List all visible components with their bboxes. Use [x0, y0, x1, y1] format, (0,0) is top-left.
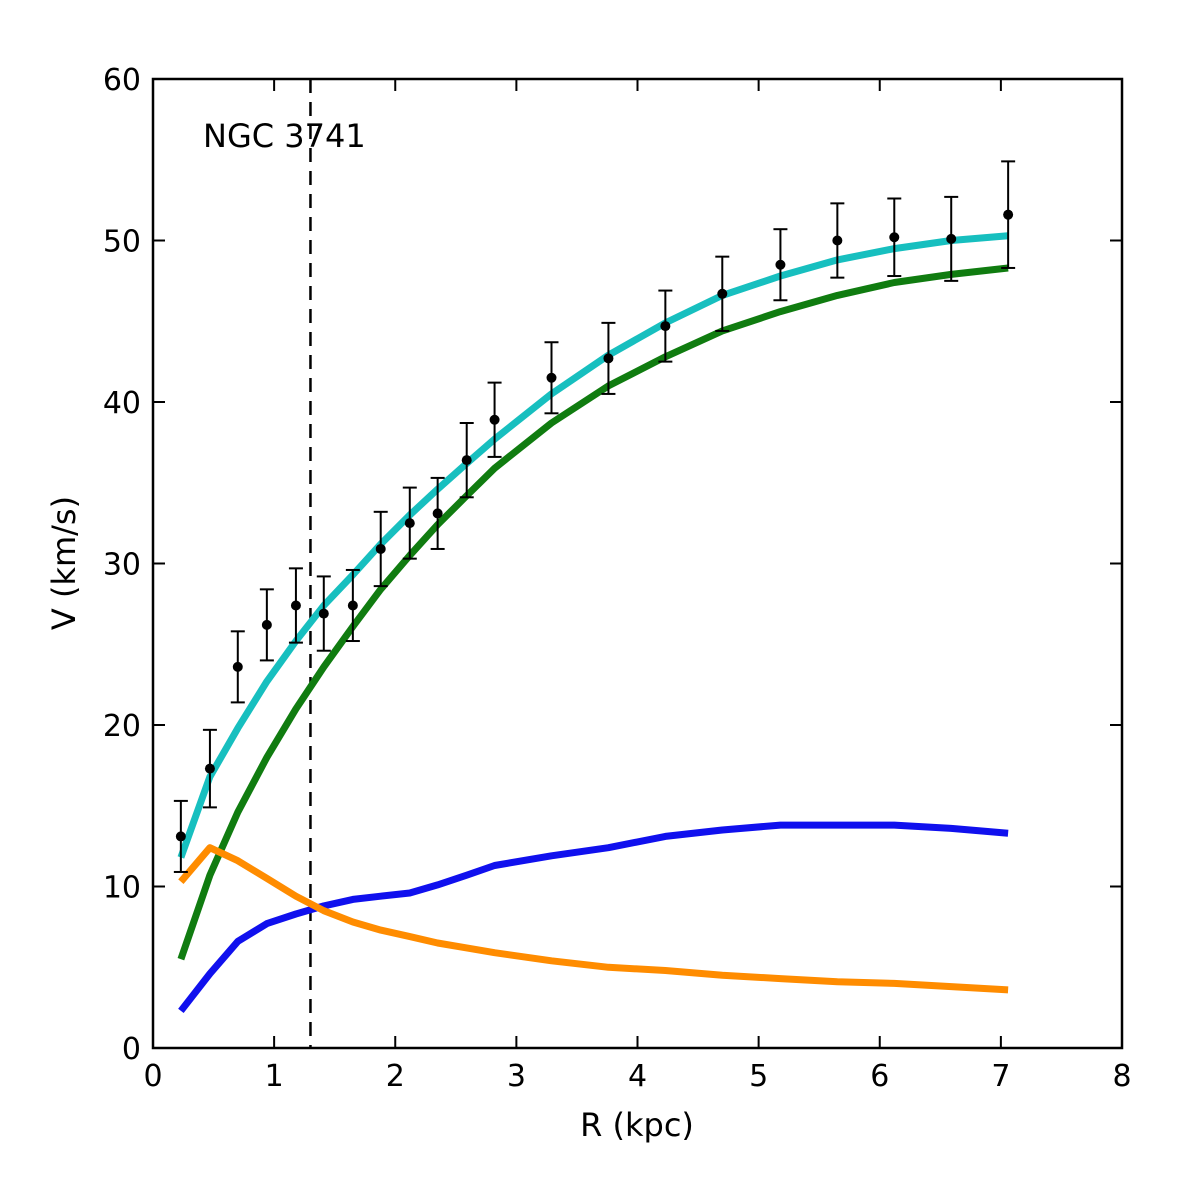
observed-point-12 [544, 341, 559, 415]
data-point-marker [489, 414, 500, 425]
data-point-marker [603, 353, 614, 364]
x-tick-label: 5 [749, 1059, 768, 1094]
observed-point-9 [430, 476, 445, 550]
data-point-marker [318, 608, 329, 619]
observed-point-7 [373, 510, 388, 588]
observed-point-19 [944, 195, 959, 282]
x-tick-label: 6 [870, 1059, 889, 1094]
data-point-marker [461, 455, 472, 466]
x-tick-label: 4 [628, 1059, 647, 1094]
y-tick-label: 10 [103, 871, 141, 906]
x-tick-label: 8 [1112, 1059, 1131, 1094]
x-tick-label: 3 [507, 1059, 526, 1094]
observed-point-13 [601, 321, 616, 395]
observed-point-5 [316, 575, 331, 652]
observed-point-8 [402, 486, 417, 560]
data-point-marker [946, 233, 957, 244]
y-tick-label: 30 [103, 548, 141, 583]
observed-point-4 [288, 567, 303, 644]
data-point-marker [832, 235, 843, 246]
data-point-marker [261, 619, 272, 630]
x-tick-label: 0 [143, 1059, 162, 1094]
data-point-marker [660, 321, 671, 332]
data-point-marker [775, 259, 786, 270]
observed-point-20 [1001, 160, 1016, 269]
observed-point-10 [459, 421, 474, 499]
data-point-marker [175, 831, 186, 842]
data-point-marker [232, 661, 243, 672]
observed-point-16 [773, 228, 788, 302]
observed-point-14 [658, 289, 673, 363]
y-tick-label: 50 [103, 225, 141, 260]
galaxy-name-annotation: NGC 3741 [203, 117, 366, 155]
series-line-gas [178, 821, 1009, 1014]
data-point-marker [1003, 209, 1014, 220]
x-tick-label: 2 [386, 1059, 405, 1094]
observed-point-18 [887, 197, 902, 278]
observed-point-3 [259, 588, 274, 662]
observed-data-layer [173, 160, 1016, 873]
series-line-stars [178, 844, 1009, 994]
y-tick-label: 40 [103, 386, 141, 421]
observed-point-11 [487, 381, 502, 458]
observed-point-2 [230, 630, 245, 704]
data-point-marker [375, 543, 386, 554]
observed-point-0 [173, 799, 188, 873]
data-point-marker [889, 232, 900, 243]
observed-point-6 [345, 568, 360, 643]
observed-point-1 [202, 728, 217, 809]
axes-layer: 0 1 2 3 4 5 6 7 8 0 10 20 30 40 50 60 [103, 63, 1132, 1094]
data-point-marker [717, 288, 728, 299]
x-tick-label: 7 [991, 1059, 1010, 1094]
data-point-marker [432, 508, 443, 519]
observed-point-17 [830, 202, 845, 279]
x-tick-label: 1 [265, 1059, 284, 1094]
data-point-marker [404, 518, 415, 529]
data-point-marker [290, 600, 301, 611]
data-point-marker [347, 600, 358, 611]
observed-point-15 [715, 255, 730, 332]
y-tick-label: 0 [122, 1032, 141, 1067]
y-axis-label: V (km/s) [45, 496, 83, 630]
y-tick-label: 20 [103, 709, 141, 744]
data-point-marker [204, 763, 215, 774]
y-tick-label: 60 [103, 63, 141, 98]
data-point-marker [546, 372, 557, 383]
x-axis-label: R (kpc) [580, 1106, 694, 1144]
